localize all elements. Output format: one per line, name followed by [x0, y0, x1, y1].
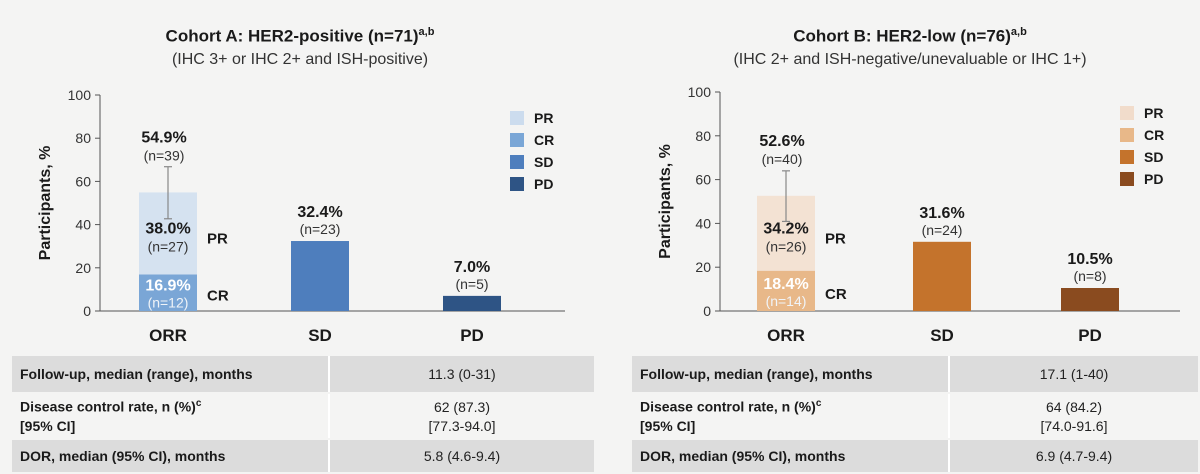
x-category-label: SD — [308, 326, 332, 345]
x-category-label: ORR — [767, 326, 805, 345]
y-tick-label: 40 — [75, 217, 91, 233]
x-category-label: SD — [930, 326, 954, 345]
summary-table: Follow-up, median (range), months 17.1 (… — [632, 354, 1198, 474]
data-label-n: (n=27) — [148, 238, 189, 254]
legend-label: PR — [534, 110, 553, 126]
data-label-pct: 52.6% — [759, 133, 804, 150]
bar-cr-segment — [757, 270, 815, 311]
data-label-n: (n=5) — [455, 276, 488, 292]
segment-side-label: PR — [207, 230, 228, 247]
row-label: Disease control rate, n (%)c [95% CI] — [632, 394, 950, 438]
row-value: 5.8 (4.6-9.4) — [330, 440, 594, 472]
legend-swatch — [1120, 128, 1134, 142]
data-label-n: (n=40) — [762, 151, 803, 167]
row-label: DOR, median (95% CI), months — [12, 440, 330, 472]
y-tick-label: 20 — [75, 260, 91, 276]
y-axis-label: Participants, % — [37, 146, 54, 261]
chart-title: Cohort B: HER2-low (n=76)a,b — [793, 26, 1027, 46]
segment-side-label: PR — [825, 230, 846, 247]
data-label-pct: 7.0% — [454, 259, 490, 276]
cohort-a-panel: Cohort A: HER2-positive (n=71)a,b (IHC 3… — [0, 0, 600, 472]
chart-title: Cohort A: HER2-positive (n=71)a,b — [165, 26, 435, 46]
legend-label: CR — [534, 132, 554, 148]
y-tick-label: 0 — [703, 303, 711, 319]
x-category-label: ORR — [149, 326, 187, 345]
data-label-n: (n=12) — [148, 295, 189, 311]
y-axis-label: Participants, % — [657, 144, 674, 259]
y-tick-label: 0 — [83, 303, 91, 319]
y-tick-label: 60 — [75, 173, 91, 189]
legend-label: SD — [1144, 149, 1163, 165]
legend-swatch — [510, 133, 524, 147]
row-value: 11.3 (0-31) — [330, 356, 594, 392]
segment-side-label: CR — [207, 288, 229, 305]
y-tick-label: 20 — [695, 259, 711, 275]
table-row: DOR, median (95% CI), months 6.9 (4.7-9.… — [632, 440, 1198, 472]
data-label-n: (n=14) — [766, 293, 807, 309]
data-label-pct: 31.6% — [919, 205, 964, 222]
row-label: Disease control rate, n (%)c [95% CI] — [12, 394, 330, 438]
legend-swatch — [1120, 150, 1134, 164]
chart-subtitle: (IHC 3+ or IHC 2+ and ISH-positive) — [171, 51, 429, 68]
row-value: 17.1 (1-40) — [950, 356, 1198, 392]
table-row: Follow-up, median (range), months 17.1 (… — [632, 356, 1198, 392]
data-label-n: (n=39) — [144, 147, 185, 163]
legend-swatch — [510, 155, 524, 169]
row-label: Follow-up, median (range), months — [12, 356, 330, 392]
legend-swatch — [1120, 172, 1134, 186]
table-row: Disease control rate, n (%)c [95% CI] 62 … — [12, 394, 594, 438]
bar-cr-segment — [139, 274, 197, 311]
row-label: DOR, median (95% CI), months — [632, 440, 950, 472]
table-row: DOR, median (95% CI), months 5.8 (4.6-9.… — [12, 440, 594, 472]
y-tick-label: 100 — [68, 87, 92, 103]
cohort-b-panel: Cohort B: HER2-low (n=76)a,b (IHC 2+ and… — [620, 0, 1200, 472]
y-tick-label: 100 — [688, 84, 712, 100]
x-category-label: PD — [460, 326, 484, 345]
legend-label: PR — [1144, 105, 1163, 121]
row-value: 64 (84.2) [74.0-91.6] — [950, 394, 1198, 438]
data-label-pct: 16.9% — [145, 278, 190, 295]
table-row: Follow-up, median (range), months 11.3 (… — [12, 356, 594, 392]
y-tick-label: 80 — [695, 128, 711, 144]
bar-sd — [913, 241, 971, 311]
row-value: 62 (87.3) [77.3-94.0] — [330, 394, 594, 438]
legend-label: CR — [1144, 127, 1164, 143]
data-label-pct: 54.9% — [141, 129, 186, 146]
legend-swatch — [510, 111, 524, 125]
data-label-n: (n=23) — [300, 221, 341, 237]
y-tick-label: 80 — [75, 130, 91, 146]
bar-pd — [443, 295, 501, 311]
y-tick-label: 60 — [695, 172, 711, 188]
row-label: Follow-up, median (range), months — [632, 356, 950, 392]
chart-subtitle: (IHC 2+ and ISH-negative/unevaluable or … — [733, 51, 1087, 68]
legend-label: SD — [534, 154, 553, 170]
data-label-pct: 34.2% — [763, 220, 808, 237]
bar-sd — [291, 241, 349, 311]
segment-side-label: CR — [825, 286, 847, 303]
data-label-n: (n=26) — [766, 238, 807, 254]
data-label-n: (n=24) — [922, 222, 963, 238]
row-value: 6.9 (4.7-9.4) — [950, 440, 1198, 472]
y-tick-label: 40 — [695, 215, 711, 231]
legend-swatch — [510, 177, 524, 191]
data-label-n: (n=8) — [1073, 268, 1106, 284]
bar-pd — [1061, 288, 1119, 311]
data-label-pct: 38.0% — [145, 220, 190, 237]
table-row: Disease control rate, n (%)c [95% CI] 64 … — [632, 394, 1198, 438]
summary-table: Follow-up, median (range), months 11.3 (… — [12, 354, 594, 474]
legend-label: PD — [1144, 171, 1163, 187]
data-label-pct: 10.5% — [1067, 251, 1112, 268]
legend-label: PD — [534, 176, 553, 192]
legend-swatch — [1120, 106, 1134, 120]
data-label-pct: 32.4% — [297, 204, 342, 221]
data-label-pct: 18.4% — [763, 276, 808, 293]
x-category-label: PD — [1078, 326, 1102, 345]
